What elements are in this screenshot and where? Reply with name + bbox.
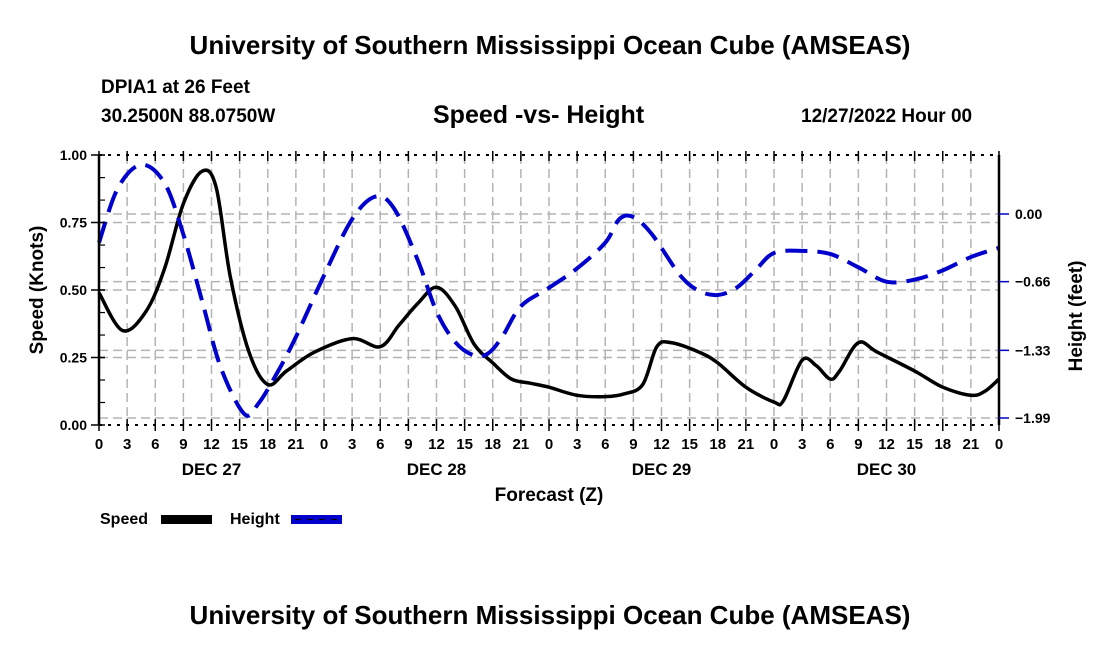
y-tick-label: 0.75 [60,215,87,231]
y-tick-label: 0.50 [60,282,87,298]
y2-tick-label: −1.33 [1015,342,1051,358]
x-tick-label: 12 [878,436,895,453]
x-tick-label: 12 [428,436,445,453]
y2-tick-label: −1.99 [1015,410,1051,426]
x-tick-label: 3 [573,436,581,453]
series-layer [97,162,1001,418]
date-label: DEC 28 [407,460,467,479]
x-tick-label: 6 [601,436,609,453]
x-tick-label: 9 [854,436,862,453]
x-tick-label: 0 [320,436,328,453]
x-tick-label: 12 [203,436,220,453]
date-label: DEC 29 [632,460,692,479]
x-tick-label: 0 [545,436,553,453]
y2-tick-label: 0.00 [1015,206,1042,222]
x-tick-label: 0 [95,436,103,453]
chart-subtitle: Speed -vs- Height [433,101,645,129]
x-tick-label: 6 [826,436,834,453]
footer-title: University of Southern Mississippi Ocean… [189,600,911,630]
x-tick-label: 9 [629,436,637,453]
x-tick-label: 18 [709,436,726,453]
x-tick-label: 6 [376,436,384,453]
station-label: DPIA1 at 26 Feet [101,77,250,98]
x-tick-label: 9 [179,436,187,453]
x-tick-label: 15 [681,436,698,453]
y-axis-title: Speed (Knots) [27,226,48,355]
x-tick-label: 21 [288,436,305,453]
x-tick-label: 21 [963,436,980,453]
chart: 0 3 6 9 12 15 18 21 0 3 6 9 12 15 18 21 0 3 6 9 12 15 18 21 0 3 6 9… [27,147,1087,528]
series-line-height [97,162,1000,418]
x-tick-label: 21 [738,436,755,453]
x-tick-label: 15 [231,436,248,453]
chart-main-title: University of Southern Mississippi Ocean… [189,30,911,60]
x-tick-label: 0 [770,436,778,453]
x-tick-label: 3 [798,436,806,453]
date-label: DEC 27 [182,460,242,479]
y-tick-label: 1.00 [60,147,87,163]
x-tick-label: 15 [906,436,923,453]
series-line-speed [97,168,1001,407]
x-tick-label: 18 [934,436,951,453]
x-tick-label: 6 [151,436,159,453]
y-tick-label: 0.25 [60,350,87,366]
x-tick-label: 12 [653,436,670,453]
x-tick-label: 18 [259,436,276,453]
x-tick-label: 18 [484,436,501,453]
legend-swatch-speed [161,515,212,524]
x-tick-label: 3 [348,436,356,453]
date-label: DEC 30 [857,460,917,479]
y-tick-label: 0.00 [60,417,87,433]
x-tick-label: 0 [995,436,1003,453]
x-tick-label: 9 [404,436,412,453]
legend-label-height: Height [230,511,280,528]
legend-swatch-height [291,515,342,524]
x-tick-label: 3 [123,436,131,453]
y2-axis-title: Height (feet) [1066,261,1087,372]
x-tick-label: 15 [456,436,473,453]
location-label: 30.2500N 88.0750W [101,106,276,127]
x-axis-title: Forecast (Z) [495,485,604,506]
legend-label-speed: Speed [100,511,148,528]
legend: Speed Height [100,511,342,528]
axes: 0 3 6 9 12 15 18 21 0 3 6 9 12 15 18 21 0 3 6 9 12 15 18 21 0 3 6 9… [27,147,1087,506]
x-tick-label: 21 [513,436,530,453]
y2-tick-label: −0.66 [1015,274,1051,290]
forecast-datetime: 12/27/2022 Hour 00 [801,106,973,127]
